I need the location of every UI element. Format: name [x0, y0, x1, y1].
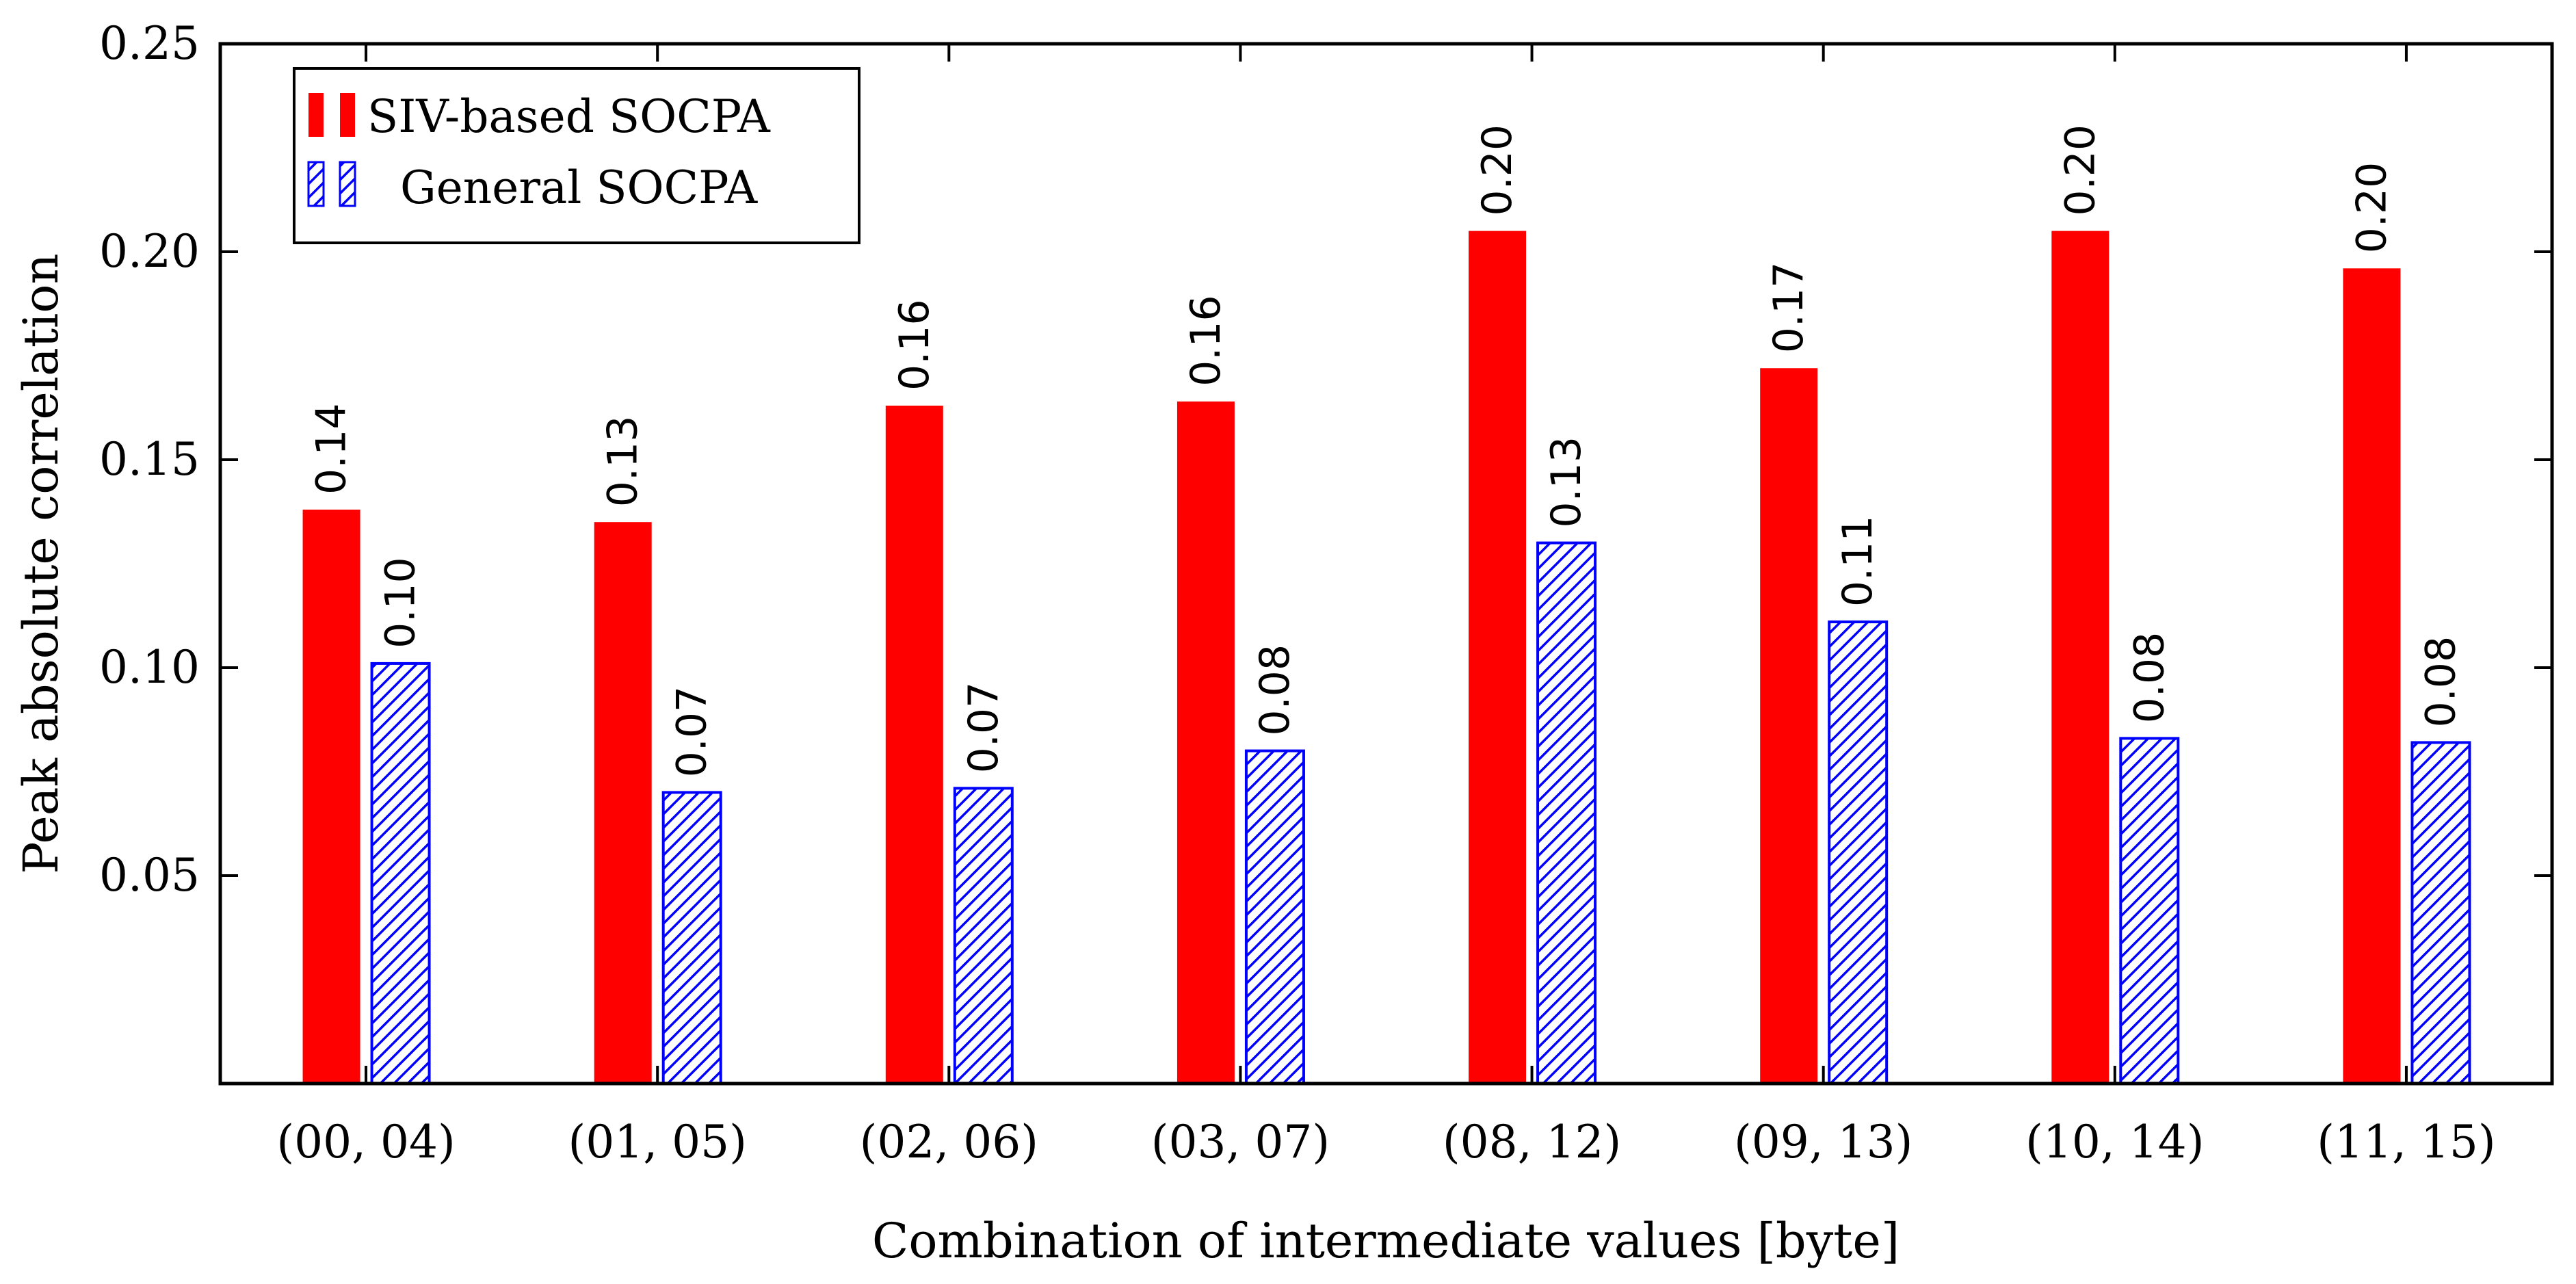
bar-general-socpa	[1244, 749, 1305, 1085]
data-label-general-socpa: 0.07	[960, 682, 1008, 774]
x-tick-label: (01, 05)	[568, 1116, 746, 1168]
y-tick-label: 0.15	[99, 433, 200, 486]
x-tick-label: (03, 07)	[1151, 1116, 1330, 1168]
y-tick-label: 0.05	[99, 849, 200, 902]
data-label-siv-based-socpa: 0.20	[1473, 125, 1521, 216]
bar-general-socpa	[953, 787, 1014, 1085]
data-label-general-socpa: 0.13	[1542, 436, 1590, 528]
x-axis-title: Combination of intermediate values [byte…	[872, 1213, 1900, 1269]
plot-area-frame	[218, 42, 2554, 1086]
x-tick-label: (11, 15)	[2317, 1116, 2495, 1168]
bar-siv-based-socpa	[1469, 231, 1527, 1084]
data-label-general-socpa: 0.08	[2125, 632, 2173, 724]
data-label-siv-based-socpa: 0.20	[2056, 125, 2104, 216]
legend-label-siv-based-socpa: SIV-based SOCPA	[367, 90, 771, 143]
data-label-siv-based-socpa: 0.13	[599, 416, 647, 508]
data-label-general-socpa: 0.08	[1251, 644, 1299, 736]
bar-general-socpa	[661, 791, 722, 1086]
bars-layer	[302, 231, 2471, 1086]
legend: SIV-based SOCPA General SOCPA	[293, 67, 860, 244]
legend-swatch-general-socpa	[307, 161, 325, 207]
bar-siv-based-socpa	[885, 405, 943, 1084]
bar-general-socpa	[1536, 541, 1597, 1085]
axis-ticks-layer: (00, 04) (01, 05) (02, 06) (03, 07) (08, 12)…	[99, 17, 2552, 1168]
bar-general-socpa	[2119, 737, 2180, 1085]
data-label-general-socpa: 0.10	[377, 557, 425, 648]
x-tick-label: (02, 06)	[860, 1116, 1038, 1168]
bar-siv-based-socpa	[594, 522, 652, 1084]
bar-general-socpa	[2410, 741, 2471, 1085]
data-label-siv-based-socpa: 0.17	[1765, 262, 1813, 354]
bar-general-socpa	[370, 661, 431, 1085]
bar-siv-based-socpa	[2051, 231, 2110, 1084]
bar-siv-based-socpa	[1177, 401, 1235, 1084]
data-label-siv-based-socpa: 0.14	[308, 403, 356, 495]
data-label-general-socpa: 0.07	[668, 686, 716, 778]
y-tick-label: 0.25	[99, 17, 200, 70]
data-label-general-socpa: 0.11	[1834, 516, 1882, 607]
legend-swatch-general-socpa	[339, 161, 356, 207]
legend-entry-general-socpa: General SOCPA	[307, 161, 759, 214]
bar-general-socpa	[1828, 620, 1889, 1085]
bar-siv-based-socpa	[1760, 368, 1818, 1084]
y-tick-label: 0.10	[99, 641, 200, 694]
data-label-general-socpa: 0.08	[2417, 636, 2465, 728]
legend-entry-siv-based-socpa: SIV-based SOCPA	[308, 90, 771, 143]
data-label-siv-based-socpa: 0.16	[891, 299, 938, 391]
data-label-siv-based-socpa: 0.20	[2348, 162, 2395, 254]
y-tick-label: 0.20	[99, 225, 200, 278]
x-tick-label: (10, 14)	[2025, 1116, 2204, 1168]
legend-swatch-siv-based-socpa	[340, 93, 355, 137]
bar-siv-based-socpa	[2343, 268, 2401, 1084]
x-tick-label: (08, 12)	[1443, 1116, 1621, 1168]
y-axis-title: Peak absolute correlation	[13, 253, 69, 874]
data-label-siv-based-socpa: 0.16	[1182, 295, 1230, 386]
x-tick-label: (09, 13)	[1734, 1116, 1913, 1168]
legend-label-general-socpa: General SOCPA	[400, 161, 759, 214]
data-labels-layer: 0.14 0.13 0.16 0.16 0.20 0.17 0.20 0.20 0.10 0.07…	[308, 125, 2465, 777]
legend-box	[293, 67, 860, 244]
x-tick-label: (00, 04)	[276, 1116, 455, 1168]
bar-siv-based-socpa	[302, 509, 360, 1084]
legend-swatch-siv-based-socpa	[308, 93, 324, 137]
